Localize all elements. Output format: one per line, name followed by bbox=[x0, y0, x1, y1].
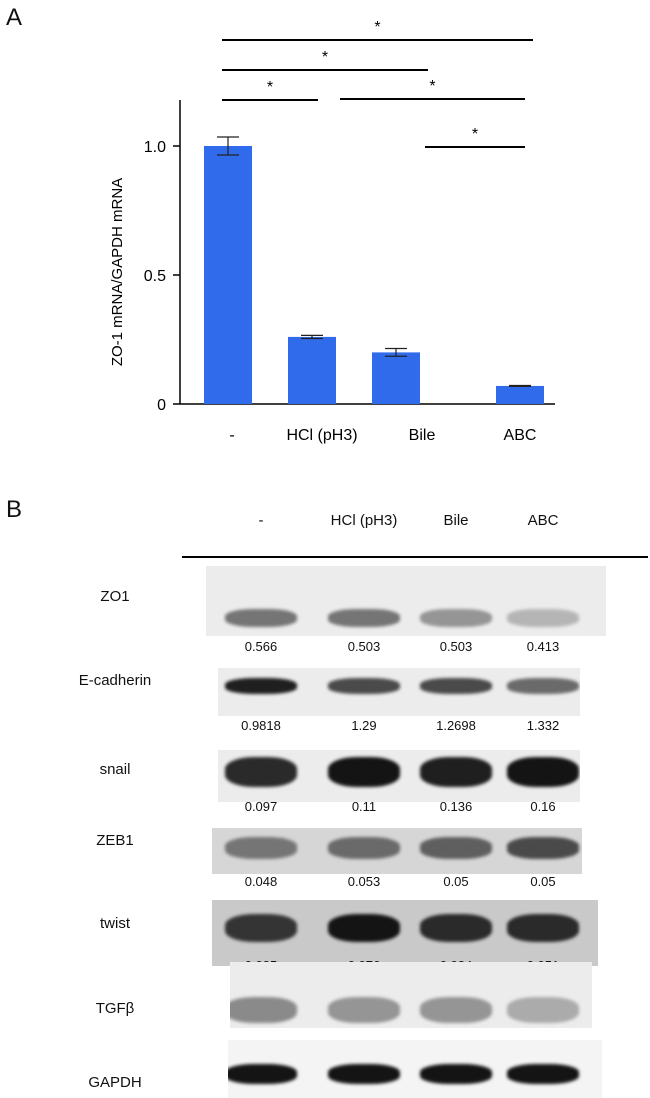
protein-band bbox=[328, 997, 400, 1023]
bar-chart: 0 0.5 1.0 ZO-1 mRNA/GAPDH mRNA - HCl (pH3) Bil… bbox=[109, 19, 555, 444]
protein-band bbox=[328, 678, 400, 694]
significance-star: * bbox=[374, 19, 380, 36]
quant-value: 0.05 bbox=[443, 874, 469, 889]
quant-value: 0.16 bbox=[530, 799, 556, 814]
protein-band bbox=[507, 997, 579, 1023]
protein-band bbox=[228, 1064, 297, 1084]
protein-band bbox=[225, 609, 297, 627]
protein-band bbox=[328, 757, 400, 787]
protein-band bbox=[420, 997, 492, 1023]
protein-band bbox=[225, 837, 297, 859]
row-label-1: E-cadherin bbox=[78, 672, 152, 689]
x-tick-label: ABC bbox=[504, 427, 537, 444]
protein-band bbox=[225, 757, 297, 787]
quant-value: 0.11 bbox=[351, 799, 377, 814]
quant-value: 0.503 bbox=[347, 639, 381, 654]
protein-band bbox=[507, 914, 579, 942]
protein-band bbox=[420, 914, 492, 942]
blot-strip bbox=[230, 962, 592, 1028]
y-tick-label: 0.5 bbox=[144, 268, 166, 285]
protein-band bbox=[328, 609, 400, 627]
blot-strip bbox=[228, 1040, 602, 1098]
lane-header: ABC bbox=[527, 512, 559, 529]
blot-strip bbox=[218, 750, 580, 802]
row-label-6: GAPDH bbox=[88, 1074, 142, 1091]
protein-band bbox=[420, 678, 492, 694]
row-label-5: TGFβ bbox=[95, 1000, 135, 1017]
protein-band bbox=[507, 609, 579, 627]
quant-value: 0.097 bbox=[244, 799, 278, 814]
panel-b-label: B bbox=[6, 496, 23, 523]
significance-star: * bbox=[472, 126, 478, 143]
bar bbox=[288, 336, 336, 404]
protein-band bbox=[328, 837, 400, 859]
quant-value: 1.2698 bbox=[436, 718, 476, 733]
quant-value: 0.048 bbox=[244, 874, 278, 889]
significance-star: * bbox=[267, 79, 273, 96]
lane-header: Bile bbox=[443, 512, 469, 529]
quant-value: 0.566 bbox=[244, 639, 278, 654]
protein-band bbox=[420, 757, 492, 787]
protein-band bbox=[507, 1064, 579, 1084]
blot-strip bbox=[206, 566, 606, 636]
panel-a-label: A bbox=[6, 4, 23, 31]
blot-strip bbox=[212, 900, 598, 966]
quant-value: 1.29 bbox=[351, 718, 377, 733]
protein-band bbox=[420, 837, 492, 859]
row-label-0: ZO1 bbox=[100, 588, 130, 605]
quant-value: 0.503 bbox=[439, 639, 473, 654]
protein-band bbox=[328, 914, 400, 942]
x-tick-label: Bile bbox=[409, 427, 436, 444]
quant-value: 0.413 bbox=[526, 639, 560, 654]
protein-band bbox=[507, 837, 579, 859]
significance-star: * bbox=[429, 78, 435, 95]
bar bbox=[204, 146, 252, 404]
lane-header: HCl (pH3) bbox=[330, 512, 398, 529]
protein-band bbox=[328, 1064, 400, 1084]
blot-strip bbox=[218, 668, 580, 716]
row-label-4: twist bbox=[100, 915, 130, 932]
quant-value: 0.9818 bbox=[241, 718, 281, 733]
bar bbox=[496, 385, 544, 404]
y-tick-label: 1.0 bbox=[144, 139, 166, 156]
lane-header: - bbox=[258, 512, 264, 529]
protein-band bbox=[507, 678, 579, 694]
x-tick-label: HCl (pH3) bbox=[286, 427, 357, 444]
protein-band bbox=[225, 914, 297, 942]
blot-strip bbox=[212, 828, 582, 874]
protein-band bbox=[507, 757, 579, 787]
quant-value: 0.05 bbox=[530, 874, 556, 889]
protein-band bbox=[420, 1064, 492, 1084]
quant-value: 1.332 bbox=[526, 718, 560, 733]
quant-value: 0.136 bbox=[439, 799, 473, 814]
protein-band bbox=[230, 997, 297, 1023]
x-tick-label: - bbox=[229, 427, 234, 444]
row-label-2: snail bbox=[99, 761, 131, 778]
header-divider bbox=[182, 556, 648, 558]
protein-band bbox=[225, 678, 297, 694]
bar bbox=[372, 352, 420, 404]
row-label-3: ZEB1 bbox=[96, 832, 134, 849]
protein-band bbox=[420, 609, 492, 627]
significance-star: * bbox=[322, 49, 328, 66]
quant-value: 0.053 bbox=[347, 874, 381, 889]
y-axis-label: ZO-1 mRNA/GAPDH mRNA bbox=[109, 178, 126, 366]
y-tick-label: 0 bbox=[157, 397, 166, 414]
